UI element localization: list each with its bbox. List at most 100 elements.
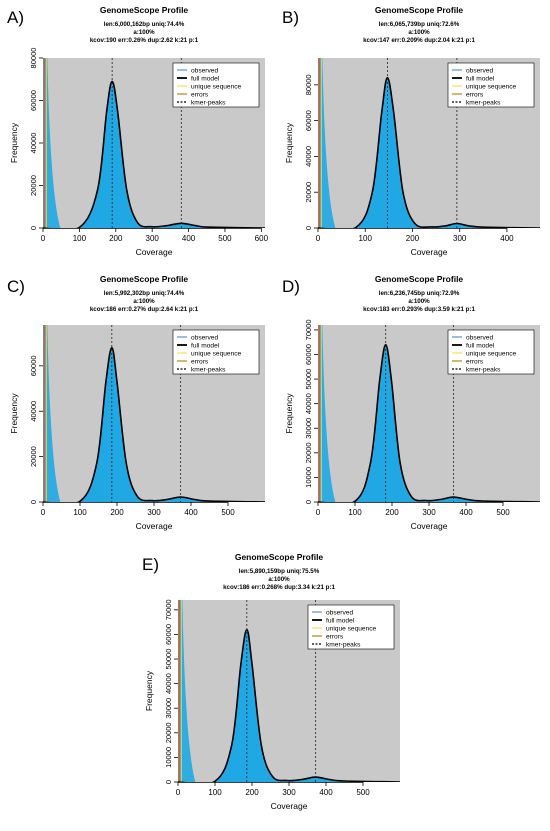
panel-d: D) GenomeScope Profile len:6,236,745bp uni… bbox=[282, 274, 540, 531]
legend-label: kmer-peaks bbox=[191, 99, 226, 106]
legend-box bbox=[172, 329, 260, 375]
legend-box bbox=[447, 329, 535, 375]
stats-line: kcov:183 err:0.293% dup:3.59 k:21 p:1 bbox=[363, 306, 475, 313]
y-tick-label: 80000 bbox=[29, 48, 38, 69]
legend-label: unique sequence bbox=[326, 625, 377, 632]
y-tick-label: 30000 bbox=[304, 418, 313, 439]
x-tick-label: 300 bbox=[147, 508, 161, 517]
plot-content bbox=[43, 58, 265, 228]
legend-box bbox=[172, 62, 260, 108]
panel-letter: D) bbox=[282, 277, 300, 296]
plot-content bbox=[318, 58, 540, 228]
observed-error-peak bbox=[43, 58, 61, 228]
panel-b: B) GenomeScope Profile len:6,065,739bp uni… bbox=[282, 5, 540, 257]
observed-area bbox=[178, 629, 400, 782]
legend-label: observed bbox=[191, 334, 218, 341]
stats-line: len:6,236,745bp uniq:72.9% bbox=[379, 290, 460, 297]
y-tick-label: 10000 bbox=[304, 467, 313, 488]
y-tick-label: 30000 bbox=[164, 698, 173, 719]
y-tick-label: 60000 bbox=[29, 90, 38, 111]
x-tick-label: 0 bbox=[176, 788, 181, 797]
y-tick-label: 0 bbox=[164, 780, 173, 784]
x-tick-label: 300 bbox=[453, 234, 467, 243]
x-tick-label: 500 bbox=[356, 788, 370, 797]
y-tick-label: 60000 bbox=[164, 624, 173, 645]
y-tick-label: 20000 bbox=[304, 182, 313, 203]
observed-error-peak bbox=[178, 600, 196, 782]
legend-label: full model bbox=[326, 617, 355, 624]
x-axis-label: Coverage bbox=[271, 801, 308, 811]
legend-label: unique sequence bbox=[466, 350, 517, 357]
x-tick-label: 300 bbox=[282, 788, 296, 797]
panel-letter: E) bbox=[142, 555, 159, 574]
chart-title: GenomeScope Profile bbox=[100, 5, 189, 15]
legend-label: errors bbox=[191, 91, 209, 98]
y-tick-label: 10000 bbox=[164, 747, 173, 768]
legend-label: observed bbox=[466, 334, 493, 341]
stats-line: a:100% bbox=[133, 29, 155, 36]
plot-content bbox=[318, 325, 540, 502]
plot-content bbox=[43, 325, 265, 502]
observed-error-peak bbox=[318, 325, 336, 502]
y-tick-label: 20000 bbox=[29, 175, 38, 196]
observed-area bbox=[43, 81, 265, 228]
stats-line: kcov:190 err:0.26% dup:2.62 k:21 p:1 bbox=[90, 37, 199, 44]
legend-label: full model bbox=[466, 75, 495, 82]
x-axis: 0 100 200 300 400 500 600 Coverage bbox=[41, 228, 269, 257]
stats-line: kcov:186 err:0.268% dup:3.34 k:21 p:1 bbox=[223, 584, 335, 591]
legend-box bbox=[307, 604, 395, 650]
y-tick-label: 0 bbox=[304, 226, 313, 230]
y-tick-label: 0 bbox=[304, 500, 313, 504]
panel-letter: A) bbox=[7, 8, 24, 27]
y-axis-label: Frequency bbox=[284, 393, 294, 434]
legend-label: kmer-peaks bbox=[466, 366, 501, 373]
y-tick-label: 40000 bbox=[164, 673, 173, 694]
y-axis: 0 20000 40000 60000 80000 Frequency bbox=[284, 74, 318, 230]
stats-line: a:100% bbox=[268, 576, 290, 583]
y-tick-label: 50000 bbox=[304, 369, 313, 390]
legend-label: observed bbox=[326, 609, 353, 616]
y-axis-label: Frequency bbox=[284, 122, 294, 163]
legend-label: observed bbox=[191, 67, 218, 74]
x-axis: 0 100 200 300 400 Coverage bbox=[316, 228, 514, 257]
legend-label: kmer-peaks bbox=[326, 641, 361, 648]
y-tick-label: 40000 bbox=[304, 393, 313, 414]
x-tick-label: 100 bbox=[348, 508, 362, 517]
x-tick-label: 200 bbox=[385, 508, 399, 517]
legend-label: full model bbox=[466, 342, 495, 349]
legend-label: unique sequence bbox=[466, 83, 517, 90]
legend-label: unique sequence bbox=[191, 83, 242, 90]
y-axis-label: Frequency bbox=[9, 122, 19, 163]
x-tick-label: 500 bbox=[221, 508, 235, 517]
y-axis: 0 20000 40000 60000 80000 Frequency bbox=[9, 48, 43, 230]
x-axis-label: Coverage bbox=[411, 247, 448, 257]
x-tick-label: 200 bbox=[406, 234, 420, 243]
x-tick-label: 400 bbox=[319, 788, 333, 797]
full-model-line bbox=[43, 346, 265, 502]
y-tick-label: 60000 bbox=[304, 344, 313, 365]
legend-label: errors bbox=[191, 358, 209, 365]
x-axis-label: Coverage bbox=[411, 521, 448, 531]
y-tick-label: 20000 bbox=[29, 446, 38, 467]
legend-label: kmer-peaks bbox=[191, 366, 226, 373]
x-axis: 0 100 200 300 400 500 Coverage bbox=[316, 502, 510, 531]
stats-line: len:6,000,162bp uniq:74.4% bbox=[104, 21, 185, 28]
legend-label: unique sequence bbox=[191, 350, 242, 357]
observed-area bbox=[318, 77, 540, 228]
legend-label: full model bbox=[191, 75, 220, 82]
x-axis-label: Coverage bbox=[136, 521, 173, 531]
y-tick-label: 40000 bbox=[29, 133, 38, 154]
x-tick-label: 100 bbox=[73, 234, 87, 243]
x-tick-label: 400 bbox=[500, 234, 514, 243]
stats-line: a:100% bbox=[133, 298, 155, 305]
y-tick-label: 60000 bbox=[29, 355, 38, 376]
y-tick-label: 80000 bbox=[304, 74, 313, 95]
panel-letter: C) bbox=[7, 277, 25, 296]
legend-label: full model bbox=[191, 342, 220, 349]
